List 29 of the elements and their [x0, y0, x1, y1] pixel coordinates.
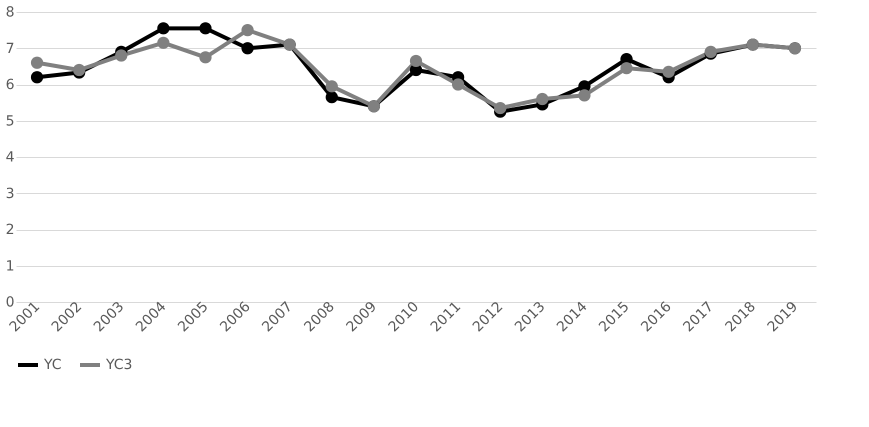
- point: [73, 64, 86, 76]
- point: [536, 92, 548, 106]
- point: [115, 49, 128, 62]
- point: [199, 51, 212, 64]
- point: [326, 80, 338, 92]
- point: [30, 56, 44, 69]
- y-tick-label: 5: [6, 113, 14, 130]
- point: [578, 89, 591, 102]
- point: [157, 36, 170, 49]
- point: [662, 66, 675, 78]
- legend-label: YC3: [105, 357, 132, 373]
- point: [494, 102, 506, 114]
- y-tick-label: 8: [6, 4, 14, 20]
- point: [452, 78, 464, 91]
- point: [30, 71, 44, 84]
- point: [241, 24, 254, 36]
- point: [157, 22, 170, 34]
- y-tick-label: 4: [6, 150, 15, 166]
- point: [620, 62, 633, 74]
- legend-label: YC: [43, 357, 62, 373]
- point: [199, 22, 212, 34]
- point: [241, 42, 254, 54]
- point: [410, 54, 422, 68]
- point: [326, 91, 338, 104]
- y-tick-label: 2: [6, 222, 14, 238]
- y-tick-label: 7: [6, 40, 14, 57]
- y-tick-label: 3: [6, 186, 14, 202]
- y-tick-label: 1: [6, 258, 14, 274]
- y-tick-label: 6: [6, 77, 15, 93]
